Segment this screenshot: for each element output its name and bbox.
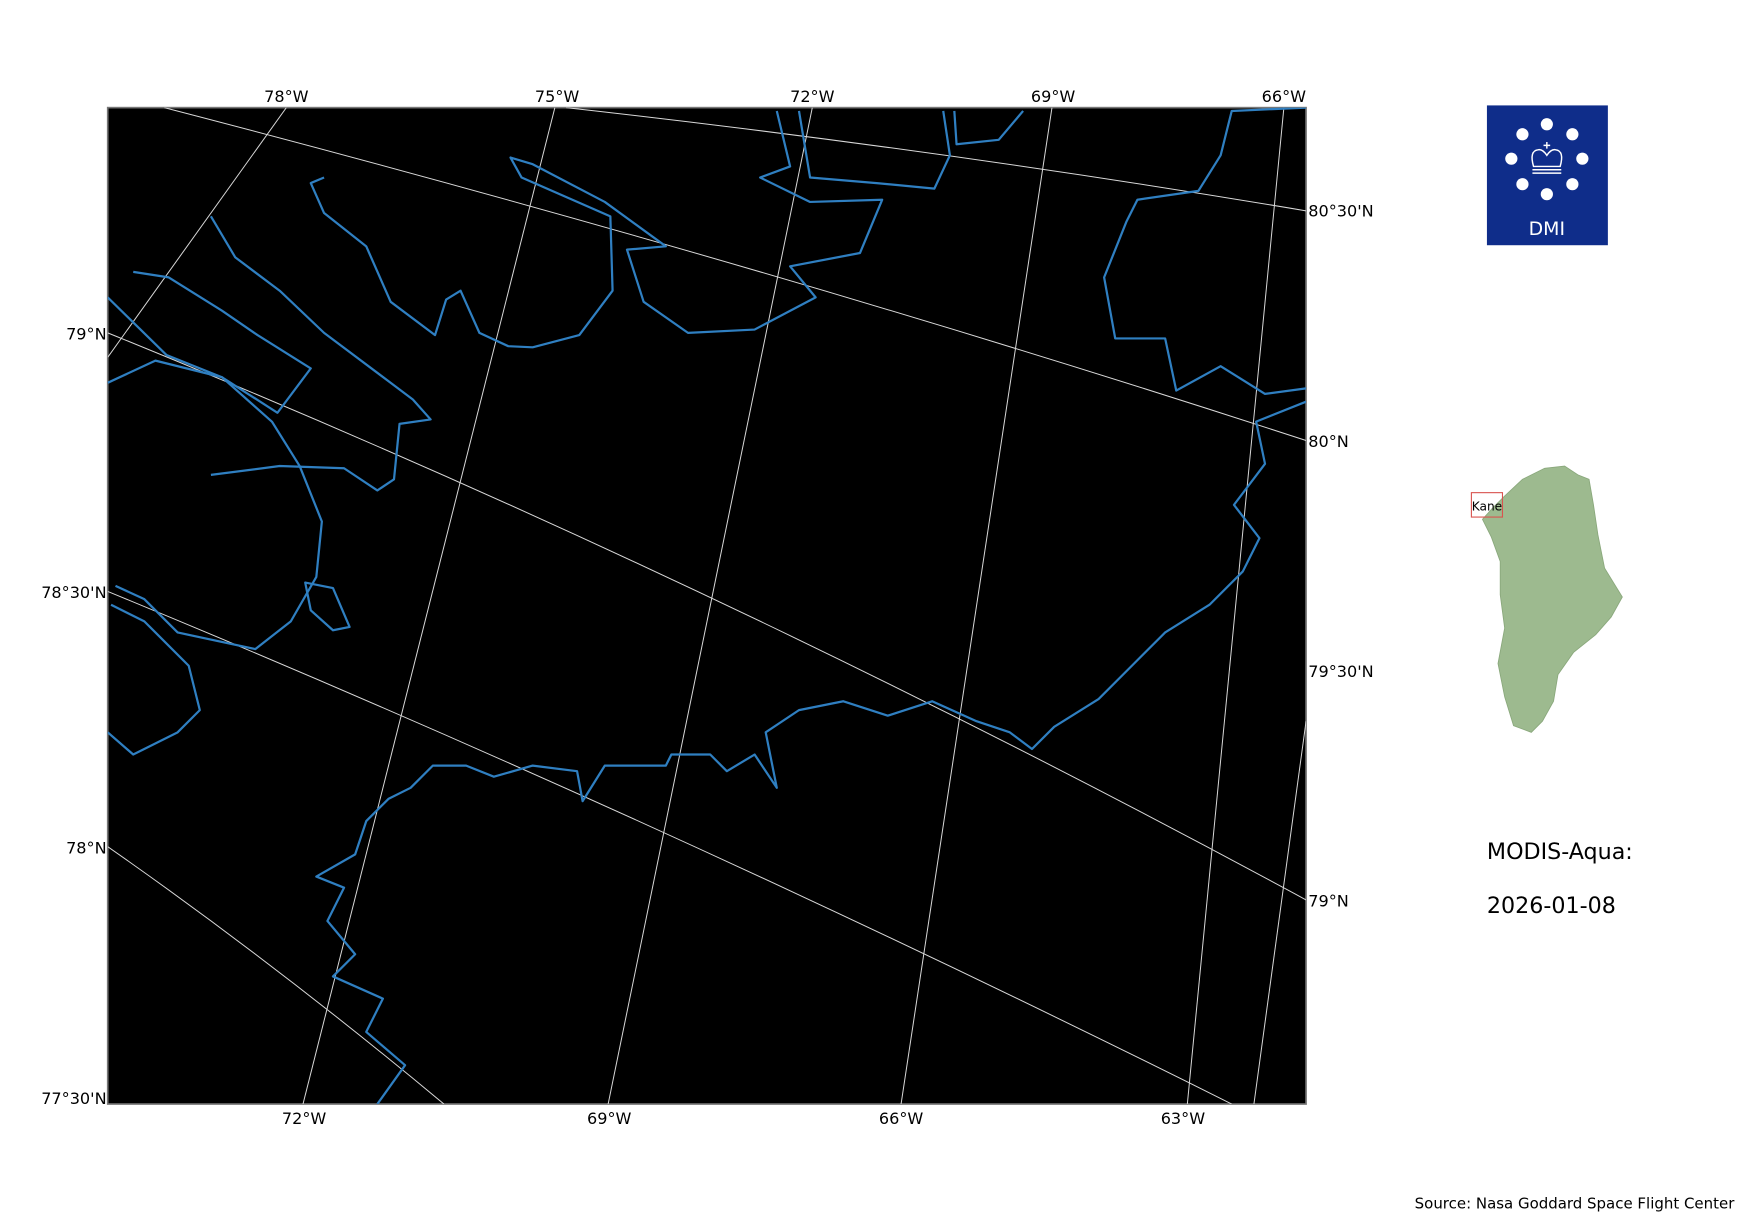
logo-dots (1505, 118, 1589, 201)
parallel-line (565, 107, 1307, 212)
lon-label: 63°W (1161, 1109, 1205, 1128)
lat-label: 79°N (66, 325, 107, 344)
map-panel (106, 106, 1307, 1105)
lat-label: 78°N (66, 838, 107, 857)
map-content (107, 107, 1307, 1105)
lon-label: 66°W (1262, 87, 1306, 106)
coastline (1103, 107, 1307, 396)
parallel-line (164, 107, 1307, 441)
lon-label: 72°W (282, 1109, 326, 1128)
left-latitude-labels: 79°N 78°30'N 78°N 77°30'N (41, 325, 106, 1109)
lon-label: 75°W (535, 87, 579, 106)
lat-label: 80°N (1308, 432, 1349, 451)
coastline (107, 270, 312, 414)
lon-label: 66°W (879, 1109, 923, 1128)
meridian-line (107, 107, 287, 358)
coastline (107, 359, 323, 651)
date-label: 2026-01-08 (1487, 893, 1616, 919)
dmi-logo: DMI (1486, 105, 1608, 246)
lat-label: 79°30'N (1308, 662, 1373, 681)
lon-label: 69°W (587, 1109, 631, 1128)
lat-label: 78°30'N (41, 583, 106, 602)
coastline (315, 400, 1307, 1105)
source-credit: Source: Nasa Goddard Space Flight Center (1415, 1194, 1736, 1212)
coastline (209, 215, 432, 492)
logo-text: DMI (1529, 218, 1565, 240)
lon-label: 78°W (264, 87, 308, 106)
parallel-line (107, 332, 1307, 901)
parallel-line (107, 590, 1232, 1105)
region-box (1470, 492, 1504, 518)
greenland-inset: Kane (1470, 465, 1623, 733)
bottom-longitude-labels: 72°W 69°W 66°W 63°W (282, 1109, 1205, 1128)
coastline (953, 110, 1024, 146)
greenland-shape (1481, 465, 1623, 733)
lat-label: 77°30'N (41, 1089, 106, 1108)
coastline (304, 581, 351, 632)
coastline (309, 110, 884, 349)
coastline (797, 110, 951, 190)
meridian-line (1186, 107, 1285, 1105)
sensor-label: MODIS-Aqua: (1487, 839, 1633, 865)
graticule (107, 107, 1307, 1105)
right-latitude-labels: 80°30'N 80°N 79°30'N 79°N (1308, 201, 1373, 910)
lon-label: 72°W (790, 87, 834, 106)
meridian-line (1253, 721, 1307, 1105)
lon-label: 69°W (1031, 87, 1075, 106)
top-longitude-labels: 78°W 75°W 72°W 69°W 66°W (264, 87, 1306, 106)
region-label: Kane (1472, 499, 1502, 513)
parallel-line (107, 846, 445, 1105)
lat-label: 79°N (1308, 892, 1349, 911)
coastlines (107, 107, 1307, 1105)
coastline (107, 603, 201, 756)
meridian-line (900, 107, 1053, 1105)
lat-label: 80°30'N (1308, 201, 1373, 220)
crown-icon (1531, 142, 1563, 174)
meridian-line (302, 107, 556, 1105)
meridian-line (607, 107, 813, 1105)
